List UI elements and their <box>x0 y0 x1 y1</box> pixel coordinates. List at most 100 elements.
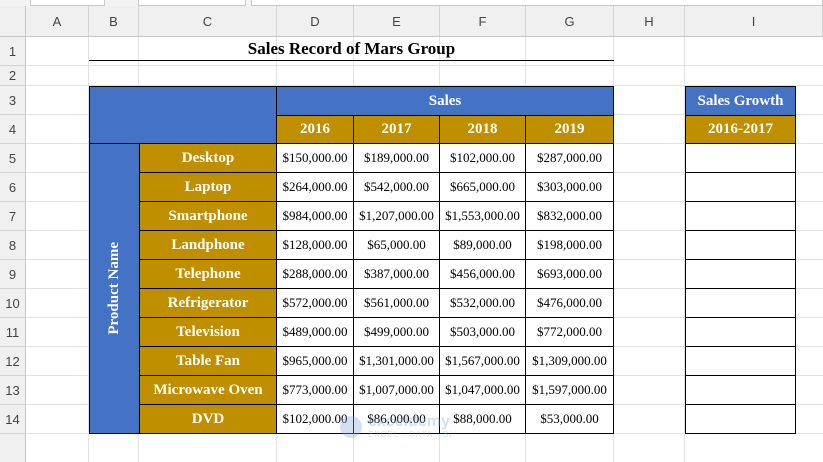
row-header-7[interactable]: 7 <box>0 202 26 231</box>
column-header-c[interactable]: C <box>139 6 277 37</box>
row-header-15[interactable] <box>0 434 26 462</box>
sales-cell[interactable]: $456,000.00 <box>439 259 526 289</box>
row-header-12[interactable]: 12 <box>0 347 26 376</box>
row-header-4[interactable]: 4 <box>0 115 26 144</box>
sales-cell[interactable]: $1,309,000.00 <box>525 346 614 376</box>
name-box[interactable] <box>30 0 105 6</box>
watermark-tagline: EXCEL · DATA · BI <box>368 430 453 439</box>
select-all-corner[interactable] <box>0 6 26 37</box>
row-header-13[interactable]: 13 <box>0 376 26 405</box>
sales-cell[interactable]: $53,000.00 <box>525 404 614 434</box>
sales-cell[interactable]: $65,000.00 <box>353 230 440 260</box>
year-header-2017[interactable]: 2017 <box>353 115 440 144</box>
sales-cell[interactable]: $773,000.00 <box>276 375 354 405</box>
header-corner-cell[interactable] <box>89 86 277 144</box>
sheet-title: Sales Record of Mars Group <box>247 39 456 58</box>
sales-cell[interactable]: $772,000.00 <box>525 317 614 347</box>
column-header-i[interactable]: I <box>685 6 823 37</box>
product-cell[interactable]: Table Fan <box>139 346 277 376</box>
growth-cell[interactable] <box>685 172 796 202</box>
growth-period-header[interactable]: 2016-2017 <box>685 115 796 144</box>
sales-cell[interactable]: $264,000.00 <box>276 172 354 202</box>
column-header-a[interactable]: A <box>26 6 89 37</box>
sales-cell[interactable]: $476,000.00 <box>525 288 614 318</box>
product-cell[interactable]: DVD <box>139 404 277 434</box>
sales-cell[interactable]: $832,000.00 <box>525 201 614 231</box>
sales-growth-header[interactable]: Sales Growth <box>685 86 796 116</box>
row-header-14[interactable]: 14 <box>0 405 26 434</box>
product-cell[interactable]: Television <box>139 317 277 347</box>
sales-cell[interactable]: $102,000.00 <box>276 404 354 434</box>
sales-cell[interactable]: $965,000.00 <box>276 346 354 376</box>
sales-cell[interactable]: $1,597,000.00 <box>525 375 614 405</box>
row-header-8[interactable]: 8 <box>0 231 26 260</box>
sales-cell[interactable]: $665,000.00 <box>439 172 526 202</box>
formula-bar-strip <box>0 0 823 6</box>
row-header-5[interactable]: 5 <box>0 144 26 173</box>
sales-header[interactable]: Sales <box>276 86 614 116</box>
sales-cell[interactable]: $1,567,000.00 <box>439 346 526 376</box>
growth-cell[interactable] <box>685 259 796 289</box>
year-header-2019[interactable]: 2019 <box>525 115 614 144</box>
sales-cell[interactable]: $86,000.00 <box>353 404 440 434</box>
sales-cell[interactable]: $542,000.00 <box>353 172 440 202</box>
sales-cell[interactable]: $287,000.00 <box>525 143 614 173</box>
sales-cell[interactable]: $984,000.00 <box>276 201 354 231</box>
sales-cell[interactable]: $102,000.00 <box>439 143 526 173</box>
growth-cell[interactable] <box>685 317 796 347</box>
sales-cell[interactable]: $88,000.00 <box>439 404 526 434</box>
product-cell[interactable]: Landphone <box>139 230 277 260</box>
sales-cell[interactable]: $1,301,000.00 <box>353 346 440 376</box>
sales-cell[interactable]: $1,047,000.00 <box>439 375 526 405</box>
sales-cell[interactable]: $128,000.00 <box>276 230 354 260</box>
product-cell[interactable]: Smartphone <box>139 201 277 231</box>
watermark: exceldemy EXCEL · DATA · BI <box>340 414 452 439</box>
sales-cell[interactable]: $387,000.00 <box>353 259 440 289</box>
growth-cell[interactable] <box>685 375 796 405</box>
growth-cell[interactable] <box>685 346 796 376</box>
sales-cell[interactable]: $1,007,000.00 <box>353 375 440 405</box>
row-header-3[interactable]: 3 <box>0 86 26 115</box>
column-header-e[interactable]: E <box>354 6 440 37</box>
sales-cell[interactable]: $561,000.00 <box>353 288 440 318</box>
column-header-b[interactable]: B <box>89 6 139 37</box>
column-header-f[interactable]: F <box>440 6 526 37</box>
sales-cell[interactable]: $189,000.00 <box>353 143 440 173</box>
product-cell[interactable]: Refrigerator <box>139 288 277 318</box>
sales-cell[interactable]: $503,000.00 <box>439 317 526 347</box>
product-cell[interactable]: Desktop <box>139 143 277 173</box>
row-header-11[interactable]: 11 <box>0 318 26 347</box>
row-header-9[interactable]: 9 <box>0 260 26 289</box>
growth-cell[interactable] <box>685 288 796 318</box>
product-cell[interactable]: Laptop <box>139 172 277 202</box>
sales-cell[interactable]: $288,000.00 <box>276 259 354 289</box>
sales-cell[interactable]: $303,000.00 <box>525 172 614 202</box>
growth-cell[interactable] <box>685 404 796 434</box>
column-header-d[interactable]: D <box>277 6 354 37</box>
sales-cell[interactable]: $693,000.00 <box>525 259 614 289</box>
sales-cell[interactable]: $150,000.00 <box>276 143 354 173</box>
product-cell[interactable]: Telephone <box>139 259 277 289</box>
sales-cell[interactable]: $572,000.00 <box>276 288 354 318</box>
row-header-6[interactable]: 6 <box>0 173 26 202</box>
sales-cell[interactable]: $499,000.00 <box>353 317 440 347</box>
column-header-h[interactable]: H <box>614 6 685 37</box>
sales-cell[interactable]: $489,000.00 <box>276 317 354 347</box>
growth-cell[interactable] <box>685 201 796 231</box>
row-header-1[interactable]: 1 <box>0 37 26 66</box>
sales-cell[interactable]: $1,207,000.00 <box>353 201 440 231</box>
year-header-2016[interactable]: 2016 <box>276 115 354 144</box>
growth-cell[interactable] <box>685 230 796 260</box>
formula-controls[interactable] <box>138 0 246 6</box>
row-header-10[interactable]: 10 <box>0 289 26 318</box>
product-name-header[interactable]: Product Name <box>89 143 140 434</box>
sales-cell[interactable]: $1,553,000.00 <box>439 201 526 231</box>
product-cell[interactable]: Microwave Oven <box>139 375 277 405</box>
row-header-2[interactable]: 2 <box>0 66 26 86</box>
growth-cell[interactable] <box>685 143 796 173</box>
column-header-g[interactable]: G <box>526 6 614 37</box>
year-header-2018[interactable]: 2018 <box>439 115 526 144</box>
sales-cell[interactable]: $198,000.00 <box>525 230 614 260</box>
sales-cell[interactable]: $532,000.00 <box>439 288 526 318</box>
sales-cell[interactable]: $89,000.00 <box>439 230 526 260</box>
